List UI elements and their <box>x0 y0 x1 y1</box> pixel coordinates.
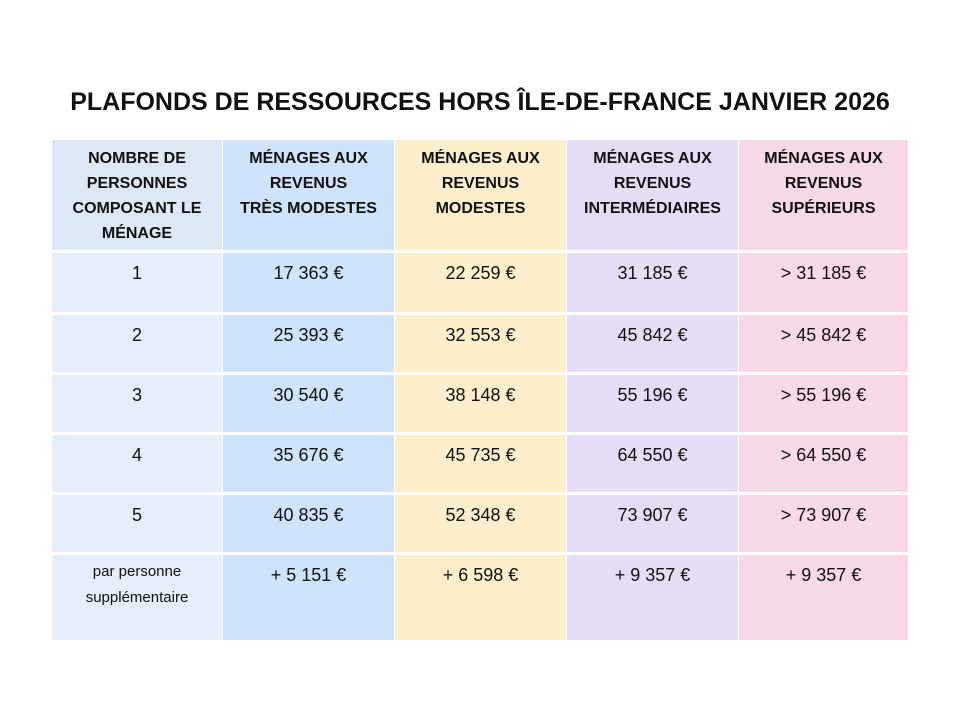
table-cell: > 45 842 € <box>739 315 908 372</box>
table-cell: > 64 550 € <box>739 435 908 492</box>
table-cell: > 55 196 € <box>739 375 908 432</box>
cell-line: COMPOSANT LE <box>72 200 202 217</box>
table-cell: 45 842 € <box>567 315 738 372</box>
table-cell: 31 185 € <box>567 253 738 312</box>
table-cell: 55 196 € <box>567 375 738 432</box>
table-cell: 30 540 € <box>223 375 394 432</box>
table-cell: + 6 598 € <box>395 555 566 640</box>
cell-line: INTERMÉDIAIRES <box>584 200 721 217</box>
cell-line: par personne <box>92 563 182 580</box>
table-cell: + 9 357 € <box>567 555 738 640</box>
cell-line: MÉNAGES AUX <box>593 150 712 167</box>
table-cell: 22 259 € <box>395 253 566 312</box>
cell-line: MODESTES <box>435 200 526 217</box>
table-cell: > 73 907 € <box>739 495 908 552</box>
cell-line: MÉNAGES AUX <box>249 150 368 167</box>
table-cell: 64 550 € <box>567 435 738 492</box>
header-cell: MÉNAGES AUX REVENUS INTERMÉDIAIRES <box>567 140 738 250</box>
table-cell: 3 <box>52 375 222 432</box>
cell-line: MÉNAGE <box>101 225 173 242</box>
header-cell: MÉNAGES AUX REVENUS SUPÉRIEURS <box>739 140 908 250</box>
cell-line: PERSONNES <box>86 175 188 192</box>
table-cell: 1 <box>52 253 222 312</box>
cell-line: REVENUS <box>441 175 520 192</box>
cell-line: TRÈS MODESTES <box>240 200 377 217</box>
cell-line: REVENUS <box>269 175 348 192</box>
table-cell: 52 348 € <box>395 495 566 552</box>
header-cell: MÉNAGES AUX REVENUS MODESTES <box>395 140 566 250</box>
table-cell: 40 835 € <box>223 495 394 552</box>
cell-line: supplémentaire <box>85 589 189 606</box>
header-cell: NOMBRE DE PERSONNES COMPOSANT LE MÉNAGE <box>52 140 222 250</box>
table-cell: par personne supplémentaire <box>52 555 222 640</box>
header-cell: MÉNAGES AUX REVENUS TRÈS MODESTES <box>223 140 394 250</box>
table-cell: + 5 151 € <box>223 555 394 640</box>
cell-line: SUPÉRIEURS <box>771 200 876 217</box>
cell-line: REVENUS <box>784 175 863 192</box>
table-cell: 4 <box>52 435 222 492</box>
table-cell: 45 735 € <box>395 435 566 492</box>
table-cell: 17 363 € <box>223 253 394 312</box>
table-cell: 32 553 € <box>395 315 566 372</box>
table-cell: 5 <box>52 495 222 552</box>
table-cell: 25 393 € <box>223 315 394 372</box>
table-cell: 35 676 € <box>223 435 394 492</box>
cell-line: MÉNAGES AUX <box>421 150 540 167</box>
cell-line: NOMBRE DE <box>88 150 186 167</box>
table-cell: 38 148 € <box>395 375 566 432</box>
table-cell: 73 907 € <box>567 495 738 552</box>
table-cell: > 31 185 € <box>739 253 908 312</box>
table-cell: 2 <box>52 315 222 372</box>
title: PLAFONDS DE RESSOURCES HORS ÎLE-DE-FRANC… <box>70 88 890 116</box>
cell-line: MÉNAGES AUX <box>764 150 883 167</box>
cell-line: REVENUS <box>613 175 692 192</box>
table-cell: + 9 357 € <box>739 555 908 640</box>
